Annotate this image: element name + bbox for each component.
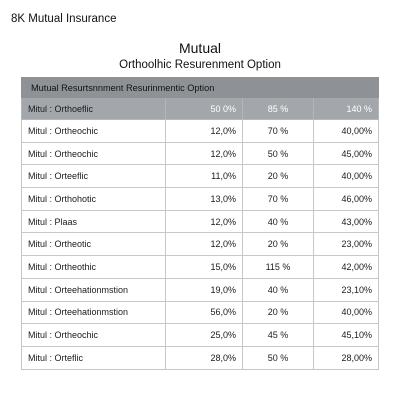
row-label: Mitul : Ortheochic (21, 323, 166, 347)
row-label: Mitul : Plaas (21, 209, 166, 234)
row-col2: 40 % (242, 209, 314, 234)
row-col1: 56,0% (165, 300, 243, 325)
row-label: Mitul : Orteehationmstion (21, 277, 166, 302)
row-col1: 28,0% (165, 345, 243, 370)
row-col2: 20 % (242, 164, 314, 189)
row-col1: 25,0% (165, 323, 243, 347)
table-row: Mitul : Ortheotic 12,0% 20 % 23,00% (21, 232, 379, 257)
row-col2: 70 % (242, 187, 314, 211)
table-row: Mitul : Orteeflic 11,0% 20 % 40,00% (21, 164, 379, 189)
row-col2: 115 % (242, 255, 314, 279)
table-band: Mutual Resurtsnnment Resurinmentic Optio… (21, 77, 379, 98)
row-label: Mitul : Orteflic (21, 345, 166, 370)
table-row: Mitul : Orthohotic 13,0% 70 % 46,00% (21, 187, 379, 211)
row-col2: 50 % (242, 345, 314, 370)
row-col3: 46,00% (313, 187, 379, 211)
header-cell-col2: 85 % (242, 97, 314, 120)
row-col1: 11,0% (165, 164, 243, 189)
row-col3: 23,00% (313, 232, 379, 257)
table-band-label: Mutual Resurtsnnment Resurinmentic Optio… (21, 77, 379, 98)
table-row: Mitul : Ortheochic 25,0% 45 % 45,10% (21, 323, 379, 347)
header-cell-label: Mitul : Orthoeflic (21, 97, 166, 120)
row-col1: 13,0% (165, 187, 243, 211)
row-label: Mitul : Ortheochic (21, 141, 166, 166)
row-col1: 15,0% (165, 255, 243, 279)
table-row: Mitul : Orteehationmstion 56,0% 20 % 40,00% (21, 300, 379, 325)
table-header-row: Mitul : Orthoeflic 50 0% 85 % 140 % (21, 97, 379, 120)
row-label: Mitul : Ortheothic (21, 255, 166, 279)
row-col3: 42,00% (313, 255, 379, 279)
table-row: Mitul : Ortheothic 15,0% 115 % 42,00% (21, 255, 379, 279)
row-col2: 20 % (242, 300, 314, 325)
row-col1: 12,0% (165, 141, 243, 166)
row-col1: 19,0% (165, 277, 243, 302)
row-col3: 43,00% (313, 209, 379, 234)
row-col2: 40 % (242, 277, 314, 302)
row-label: Mitul : Orteehationmstion (21, 300, 166, 325)
row-col2: 50 % (242, 141, 314, 166)
row-col3: 40,00% (313, 300, 379, 325)
rates-table: Mutual Resurtsnnment Resurinmentic Optio… (21, 77, 379, 370)
row-label: Mitul : Orthohotic (21, 187, 166, 211)
row-col2: 70 % (242, 119, 314, 143)
table-row: Mitul : Orteehationmstion 19,0% 40 % 23,10% (21, 277, 379, 302)
row-col3: 28,00% (313, 345, 379, 370)
row-col1: 12,0% (165, 209, 243, 234)
table-row: Mitul : Orteflic 28,0% 50 % 28,00% (21, 345, 379, 370)
row-label: Mitul : Ortheochic (21, 119, 166, 143)
row-col1: 12,0% (165, 232, 243, 257)
page-title: Mutual (178, 40, 222, 56)
header-cell-col3: 140 % (313, 97, 379, 120)
page-subtitle: Orthoolhic Resurenment Option (119, 59, 281, 71)
brand-name: 8K Mutual Insurance (11, 13, 117, 25)
table-row: Mitul : Ortheochic 12,0% 50 % 45,00% (21, 141, 379, 166)
row-col2: 45 % (242, 323, 314, 347)
table-row: Mitul : Ortheochic 12,0% 70 % 40,00% (21, 119, 379, 143)
row-col3: 40,00% (313, 164, 379, 189)
row-col3: 45,00% (313, 141, 379, 166)
row-col3: 45,10% (313, 323, 379, 347)
row-col1: 12,0% (165, 119, 243, 143)
row-col3: 40,00% (313, 119, 379, 143)
row-col3: 23,10% (313, 277, 379, 302)
table-row: Mitul : Plaas 12,0% 40 % 43,00% (21, 209, 379, 234)
row-label: Mitul : Ortheotic (21, 232, 166, 257)
row-col2: 20 % (242, 232, 314, 257)
header-cell-col1: 50 0% (165, 97, 243, 120)
row-label: Mitul : Orteeflic (21, 164, 166, 189)
